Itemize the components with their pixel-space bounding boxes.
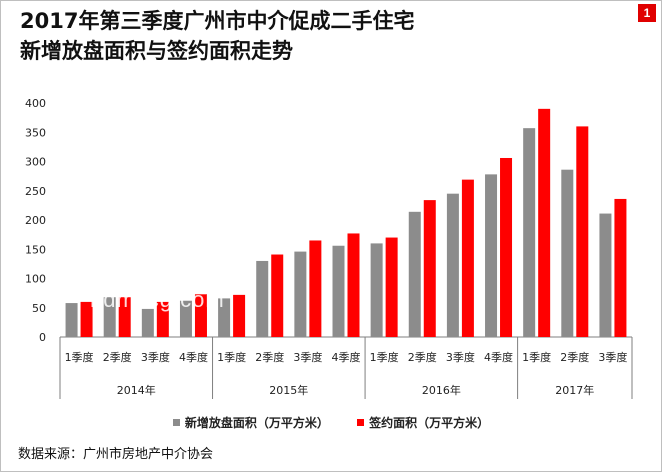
legend-item-signed: 签约面积（万平方米） <box>357 414 489 431</box>
x-tick-label: 3季度 <box>446 350 475 364</box>
page-number-badge: 1 <box>638 4 656 22</box>
x-group-label: 2017年 <box>555 383 594 397</box>
x-tick-label: 1季度 <box>65 350 94 364</box>
bar-signed <box>194 294 207 337</box>
bar-signed <box>309 240 322 337</box>
bar-new-listing <box>599 213 612 337</box>
bar-new-listing <box>523 128 536 337</box>
legend-swatch-new-listing <box>172 419 180 426</box>
bar-new-listing <box>103 297 116 337</box>
y-tick-label: 0 <box>39 331 46 344</box>
bar-signed <box>500 157 513 337</box>
legend-label-signed: 签约面积（万平方米） <box>369 416 490 430</box>
x-tick-label: 3季度 <box>141 350 170 364</box>
bar-signed <box>385 237 398 337</box>
x-group-label: 2016年 <box>422 383 461 397</box>
y-tick-label: 100 <box>25 273 46 286</box>
bar-signed <box>423 200 436 337</box>
x-tick-label: 4季度 <box>179 350 208 364</box>
bar-new-listing <box>332 245 345 337</box>
x-group-label: 2014年 <box>117 383 156 397</box>
bar-new-listing <box>65 303 78 337</box>
bar-new-listing <box>141 308 154 337</box>
x-tick-label: 2季度 <box>408 350 437 364</box>
chart-title-line-2: 新增放盘面积与签约面积走势 <box>20 39 293 63</box>
chart-title: 2017年第三季度广州市中介促成二手住宅 新增放盘面积与签约面积走势 <box>20 6 414 66</box>
bar-signed <box>538 108 551 337</box>
y-tick-label: 250 <box>25 185 46 198</box>
bar-signed <box>271 254 284 337</box>
x-tick-label: 3季度 <box>293 350 322 364</box>
bar-signed <box>347 233 360 337</box>
y-tick-label: 300 <box>25 156 46 169</box>
x-tick-label: 4季度 <box>484 350 513 364</box>
bar-signed <box>576 126 589 338</box>
bar-signed <box>614 198 627 337</box>
x-tick-label: 2季度 <box>103 350 132 364</box>
y-tick-label: 50 <box>32 302 46 315</box>
x-tick-label: 4季度 <box>332 350 361 364</box>
bar-new-listing <box>370 243 383 337</box>
x-tick-label: 2季度 <box>255 350 284 364</box>
y-tick-label: 350 <box>25 126 46 139</box>
bar-new-listing <box>179 300 192 337</box>
bar-new-listing <box>485 174 498 337</box>
watermark: hdmxcg.com <box>90 287 225 312</box>
bar-new-listing <box>408 211 421 337</box>
bar-new-listing <box>294 251 307 337</box>
x-tick-label: 1季度 <box>522 350 551 364</box>
bar-signed <box>80 301 93 337</box>
bar-signed <box>461 179 474 337</box>
x-tick-label: 1季度 <box>370 350 399 364</box>
bar-signed <box>118 297 131 337</box>
bar-signed <box>156 301 169 337</box>
x-tick-label: 3季度 <box>598 350 627 364</box>
bar-new-listing <box>561 169 574 337</box>
y-tick-label: 150 <box>25 243 46 256</box>
legend-swatch-signed <box>357 419 365 426</box>
bar-new-listing <box>446 193 459 337</box>
y-tick-label: 400 <box>25 97 46 110</box>
x-tick-label: 2季度 <box>560 350 589 364</box>
bar-chart: 0 50 100 150 200 250 300 350 400 1季度 2季度 3季度 4季度 1季度 2… <box>25 97 633 399</box>
x-group-label: 2015年 <box>269 383 308 397</box>
y-tick-label: 200 <box>25 214 46 227</box>
x-tick-label: 1季度 <box>217 350 246 364</box>
legend-label-new-listing: 新增放盘面积（万平方米） <box>184 416 329 430</box>
chart-title-line-1: 2017年第三季度广州市中介促成二手住宅 <box>20 9 415 33</box>
data-source-note: 数据来源：广州市房地产中介协会 <box>18 447 214 462</box>
bar-signed <box>233 294 246 337</box>
bar-new-listing <box>256 260 269 337</box>
chart-legend: 新增放盘面积（万平方米） 签约面积（万平方米） <box>0 414 662 431</box>
bar-new-listing <box>218 298 231 337</box>
legend-item-new-listing: 新增放盘面积（万平方米） <box>172 414 329 431</box>
